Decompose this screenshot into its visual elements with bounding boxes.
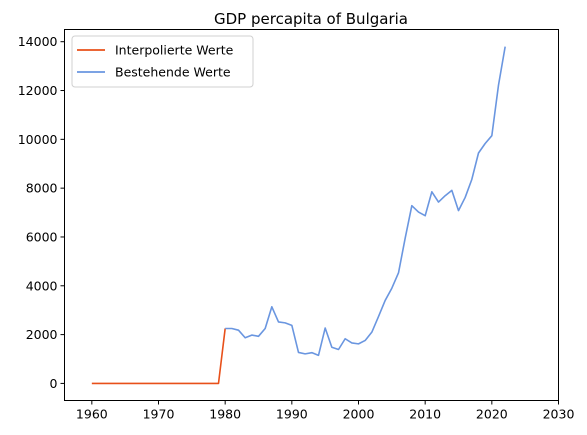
y-tick-label: 6000 bbox=[26, 229, 58, 244]
legend-label-2: Bestehende Werte bbox=[115, 65, 231, 80]
y-tick-label: 10000 bbox=[18, 132, 58, 147]
y-tick-label: 0 bbox=[50, 376, 58, 391]
y-tick-label: 2000 bbox=[26, 327, 58, 342]
legend-box bbox=[71, 35, 254, 88]
x-tick-label: 1980 bbox=[209, 407, 241, 422]
x-tick-label: 2020 bbox=[476, 407, 508, 422]
x-tick-label: 1970 bbox=[143, 407, 175, 422]
series-line-2 bbox=[225, 46, 506, 357]
y-tick-label: 4000 bbox=[26, 278, 58, 293]
y-tick-label: 14000 bbox=[18, 34, 58, 49]
x-tick-label: 1960 bbox=[76, 407, 108, 422]
x-axis: 1960 1970 1980 1990 2000 2010 2020 2030 bbox=[76, 400, 575, 422]
chart-title: GDP percapita of Bulgaria bbox=[214, 10, 408, 28]
legend: Interpolierte Werte Bestehende Werte bbox=[71, 35, 254, 88]
x-tick-label: 1990 bbox=[276, 407, 308, 422]
y-tick-label: 12000 bbox=[18, 83, 58, 98]
x-tick-label: 2030 bbox=[543, 407, 575, 422]
x-tick-label: 2010 bbox=[409, 407, 441, 422]
y-tick-label: 8000 bbox=[26, 181, 58, 196]
plot-area bbox=[91, 46, 506, 385]
legend-label-1: Interpolierte Werte bbox=[115, 43, 234, 58]
plot-frame bbox=[64, 29, 559, 401]
series-line-1 bbox=[91, 328, 226, 385]
y-axis: 0 2000 4000 6000 8000 10000 12000 14000 bbox=[18, 34, 65, 391]
x-tick-label: 2000 bbox=[343, 407, 375, 422]
